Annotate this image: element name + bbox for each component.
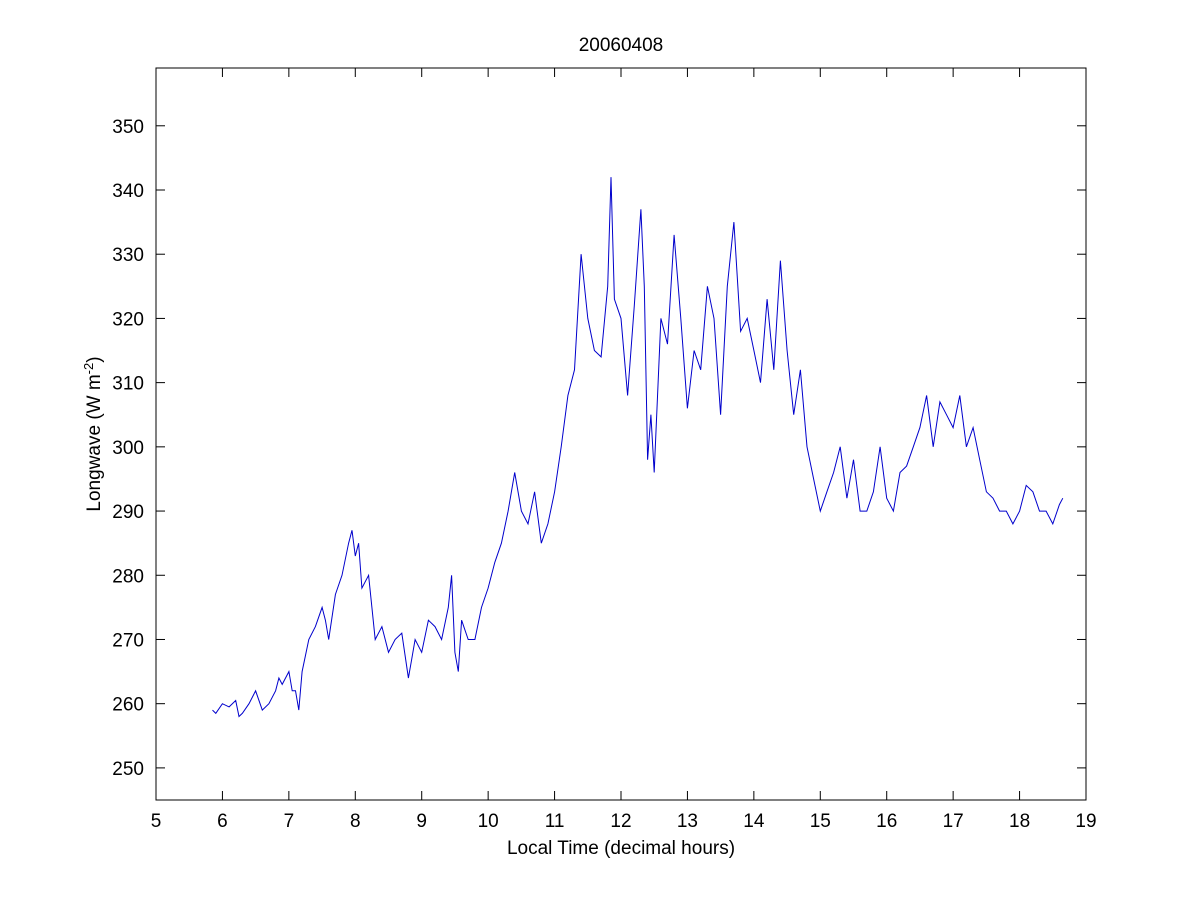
x-tick-label: 15 [810,811,831,832]
x-tick-label: 19 [1075,811,1096,832]
x-tick-label: 12 [610,811,631,832]
x-tick-label: 13 [677,811,698,832]
y-tick-label: 330 [112,245,144,266]
y-axis-label-superscript: -2 [81,363,96,375]
y-axis-label-close: ) [84,356,105,362]
y-axis-label-main: Longwave (W m [84,374,105,511]
y-tick-labels: 250 260 270 280 290 300 310 320 330 340 350 [112,117,144,780]
y-tick-label: 340 [112,181,144,202]
x-tick-labels: 5 6 7 8 9 10 11 12 13 14 15 16 17 18 19 [151,811,1097,832]
x-tick-label: 10 [478,811,499,832]
y-tick-label: 260 [112,695,144,716]
y-tick-label: 310 [112,374,144,395]
y-axis-label: Longwave (W m-2) [81,356,105,511]
x-tick-label: 14 [743,811,765,832]
x-tick-label: 9 [416,811,427,832]
y-tick-label: 250 [112,759,144,780]
x-tick-label: 8 [350,811,361,832]
x-tick-label: 18 [1009,811,1030,832]
x-tick-label: 6 [217,811,228,832]
x-axis-label: Local Time (decimal hours) [507,838,735,859]
x-tick-label: 17 [943,811,964,832]
y-tick-label: 270 [112,630,144,651]
y-tick-label: 280 [112,566,144,587]
axis-ticks [155,68,1087,800]
series-line-longwave [212,177,1064,718]
x-tick-label: 16 [876,811,897,832]
x-tick-label: 7 [284,811,295,832]
y-tick-label: 350 [112,117,144,138]
x-tick-label: 11 [545,811,565,832]
chart-title: 20060408 [579,35,664,56]
x-tick-label: 5 [151,811,162,832]
y-tick-label: 290 [112,502,144,523]
y-tick-label: 320 [112,309,144,330]
y-tick-label: 300 [112,438,144,459]
plot-area-frame [155,67,1087,801]
